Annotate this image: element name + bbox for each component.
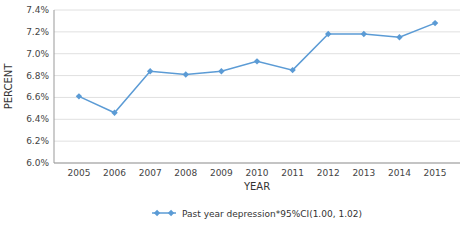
grid-line: [54, 163, 460, 164]
y-tick-label: 6.8%: [26, 71, 49, 81]
point: [396, 34, 402, 40]
line: [79, 23, 435, 113]
grid-line: [54, 141, 460, 142]
point: [361, 31, 367, 37]
x-axis-line: [54, 163, 460, 164]
grid-line: [54, 75, 460, 76]
y-tick-label: 6.0%: [26, 158, 49, 168]
x-tick-label: 2014: [388, 168, 411, 178]
point: [183, 71, 189, 77]
chart: 2005 2006 2007 2008 2009 2010 2011 2012 2013 2014…: [0, 0, 474, 227]
x-axis-label: YEAR: [243, 181, 270, 192]
point: [147, 68, 153, 74]
y-tick-label: 6.2%: [26, 136, 49, 146]
grid: [54, 10, 460, 163]
grid-line: [54, 31, 460, 32]
x-tick-label: 2011: [281, 168, 304, 178]
y-axis-line: [54, 10, 55, 163]
x-tick-label: 2005: [67, 168, 90, 178]
x-tick-label: 2010: [246, 168, 269, 178]
point: [432, 20, 438, 26]
plot-area: [76, 20, 439, 116]
point: [218, 68, 224, 74]
point: [325, 31, 331, 37]
y-tick-label: 7.4%: [26, 5, 49, 15]
legend-marker: [154, 210, 160, 216]
y-axis-label: PERCENT: [3, 63, 14, 110]
grid-line: [54, 10, 460, 11]
grid-line: [54, 53, 460, 54]
x-tick-label: 2006: [103, 168, 126, 178]
point: [289, 67, 295, 73]
legend: Past year depression*95%CI(1.00, 1.02): [152, 209, 362, 219]
grid-line: [54, 119, 460, 120]
x-tick-label: 2008: [174, 168, 197, 178]
y-tick-label: 6.6%: [26, 92, 49, 102]
x-tick-label: 2015: [424, 168, 447, 178]
point: [111, 110, 117, 116]
legend-label: Past year depression*95%CI(1.00, 1.02): [182, 209, 362, 219]
x-tick-label: 2012: [317, 168, 340, 178]
legend-item: Past year depression*95%CI(1.00, 1.02): [152, 209, 362, 219]
y-tick-label: 7.2%: [26, 27, 49, 37]
x-tick-label: 2009: [210, 168, 233, 178]
point: [254, 58, 260, 64]
point: [76, 93, 82, 99]
x-tick-label: 2007: [139, 168, 162, 178]
y-tick-label: 7.0%: [26, 49, 49, 59]
y-tick-label: 6.4%: [26, 114, 49, 124]
legend-marker: [168, 210, 174, 216]
x-tick-label: 2013: [352, 168, 375, 178]
grid-line: [54, 97, 460, 98]
